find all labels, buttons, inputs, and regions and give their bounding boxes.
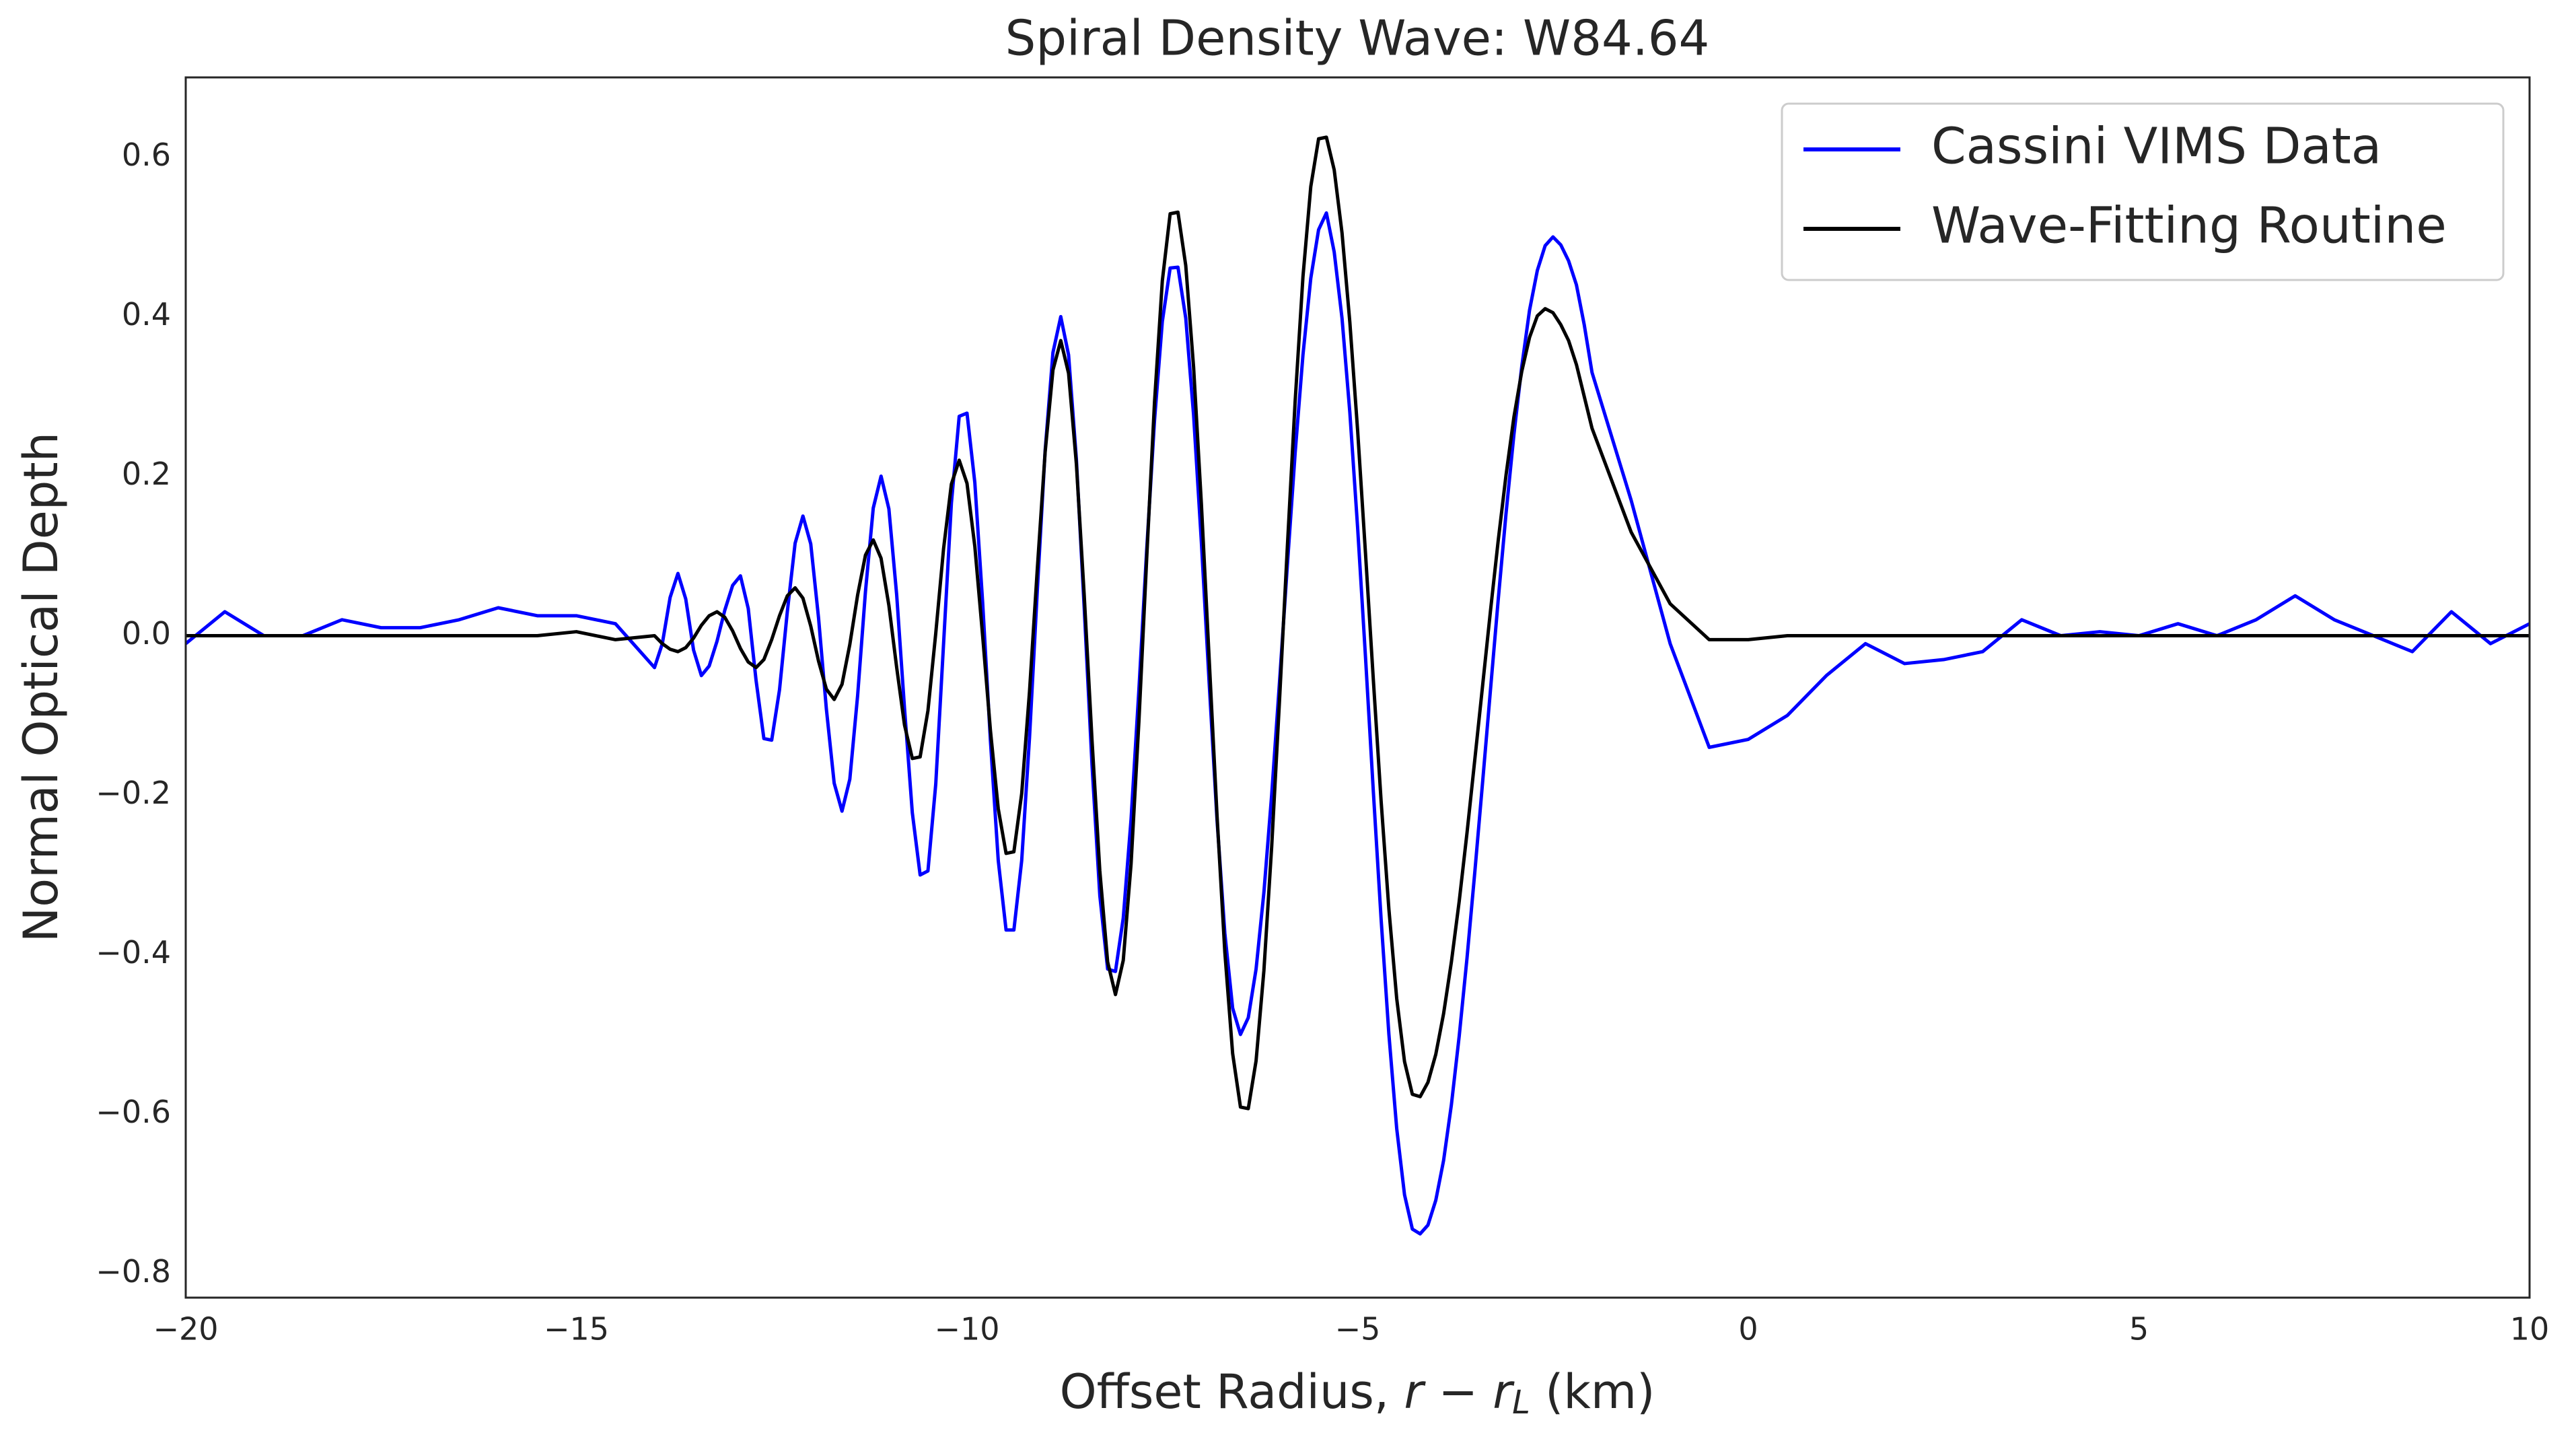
x-tick-label: −5 <box>1335 1311 1381 1347</box>
legend-box <box>1781 102 2505 281</box>
x-tick-label: −20 <box>153 1311 218 1347</box>
y-tick-label: −0.6 <box>96 1094 171 1130</box>
plot-frame <box>184 76 2531 1299</box>
x-axis-label-part: Offset Radius, <box>1060 1364 1404 1419</box>
x-axis-label-part: L <box>1512 1384 1530 1421</box>
x-tick-label: 5 <box>2129 1311 2149 1347</box>
x-tick-label: −10 <box>934 1311 999 1347</box>
legend-label: Cassini VIMS Data <box>1931 118 2382 176</box>
y-tick-label: −0.4 <box>96 934 171 971</box>
x-tick-label: −15 <box>544 1311 609 1347</box>
x-tick-label: 0 <box>1738 1311 1758 1347</box>
x-axis-label-part: (km) <box>1530 1364 1655 1419</box>
x-tick-label: 10 <box>2510 1311 2550 1347</box>
y-tick-label: 0.4 <box>122 296 171 332</box>
y-axis-label: Normal Optical Depth <box>13 432 69 942</box>
data-line <box>186 211 2530 1236</box>
y-tick-label: 0.6 <box>122 137 171 173</box>
y-tick-label: −0.2 <box>96 775 171 811</box>
data-line <box>186 135 2530 1111</box>
chart-title: Spiral Density Wave: W84.64 <box>1005 10 1710 67</box>
x-axis-label-part: r − r <box>1404 1364 1515 1419</box>
x-axis-label: Offset Radius, r − rL (km) <box>1060 1364 1655 1421</box>
y-tick-label: 0.2 <box>122 456 171 492</box>
y-tick-label: −0.8 <box>96 1253 171 1290</box>
y-tick-label: 0.0 <box>122 615 171 652</box>
legend-label: Wave-Fitting Routine <box>1931 197 2447 255</box>
